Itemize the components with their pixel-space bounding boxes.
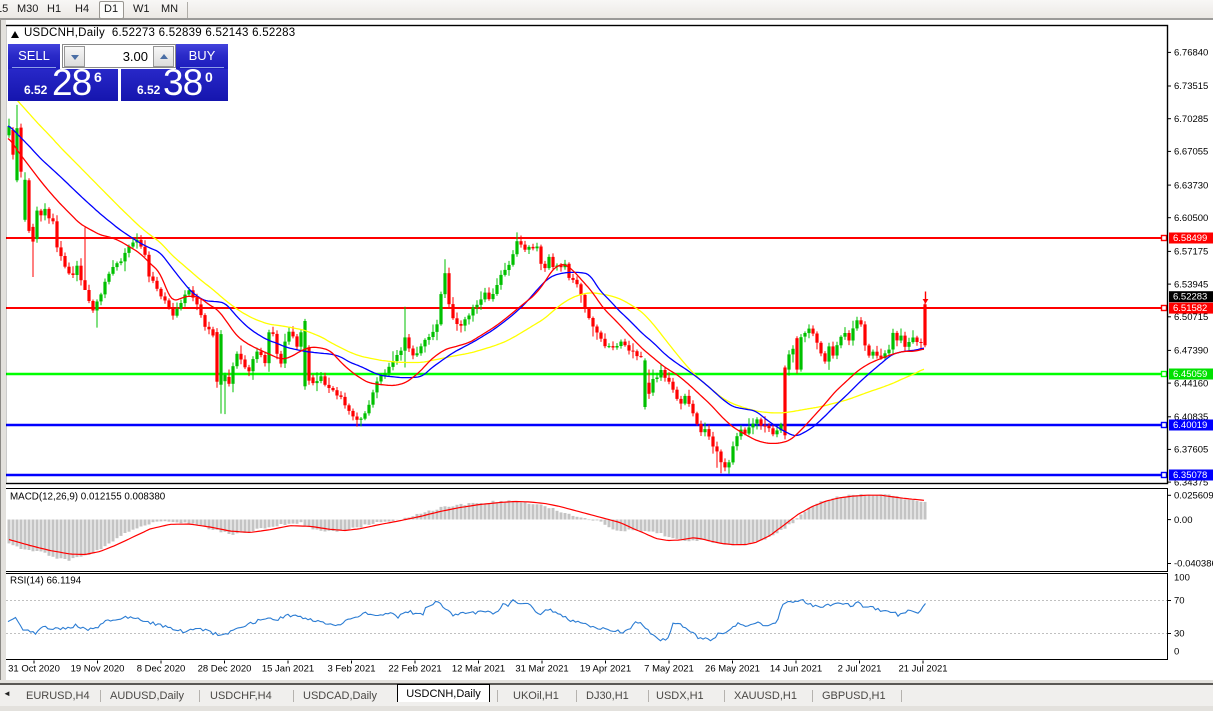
svg-text:6.44160: 6.44160 (1174, 378, 1208, 389)
svg-text:MACD(12,26,9) 0.012155 0.00838: MACD(12,26,9) 0.012155 0.008380 (10, 492, 166, 503)
svg-text:0.00: 0.00 (1174, 515, 1193, 526)
svg-text:14 Jun 2021: 14 Jun 2021 (770, 664, 822, 675)
svg-text:6.70285: 6.70285 (1174, 114, 1208, 125)
svg-text:0.025609: 0.025609 (1174, 491, 1213, 502)
svg-text:6.73515: 6.73515 (1174, 81, 1208, 92)
svg-text:2 Jul 2021: 2 Jul 2021 (838, 664, 882, 675)
svg-text:6.57175: 6.57175 (1174, 247, 1208, 258)
svg-text:12 Mar 2021: 12 Mar 2021 (452, 664, 505, 675)
svg-text:31 Oct 2020: 31 Oct 2020 (8, 664, 60, 675)
svg-text:70: 70 (1174, 596, 1185, 607)
svg-text:6.60500: 6.60500 (1174, 213, 1208, 224)
svg-text:8 Dec 2020: 8 Dec 2020 (137, 664, 186, 675)
svg-text:28 Dec 2020: 28 Dec 2020 (198, 664, 252, 675)
svg-text:6.53945: 6.53945 (1174, 279, 1208, 290)
svg-text:21 Jul 2021: 21 Jul 2021 (898, 664, 947, 675)
svg-text:100: 100 (1174, 573, 1190, 584)
svg-text:31 Mar 2021: 31 Mar 2021 (515, 664, 568, 675)
svg-text:6.52283: 6.52283 (1173, 292, 1207, 303)
svg-text:6.51582: 6.51582 (1173, 303, 1207, 314)
svg-text:6.37605: 6.37605 (1174, 445, 1208, 456)
svg-text:6.40019: 6.40019 (1173, 420, 1207, 431)
svg-text:6.67055: 6.67055 (1174, 147, 1208, 158)
svg-text:26 May 2021: 26 May 2021 (705, 664, 760, 675)
svg-text:6.63730: 6.63730 (1174, 180, 1208, 191)
svg-text:30: 30 (1174, 629, 1185, 640)
svg-text:15 Jan 2021: 15 Jan 2021 (262, 664, 314, 675)
svg-text:-0.040386: -0.040386 (1174, 559, 1213, 570)
svg-text:6.45059: 6.45059 (1173, 369, 1207, 380)
svg-text:6.47390: 6.47390 (1174, 346, 1208, 357)
svg-text:6.35078: 6.35078 (1173, 470, 1207, 481)
svg-text:6.58499: 6.58499 (1173, 233, 1207, 244)
svg-text:0: 0 (1174, 647, 1179, 658)
svg-text:7 May 2021: 7 May 2021 (644, 664, 694, 675)
svg-text:19 Nov 2020: 19 Nov 2020 (71, 664, 125, 675)
svg-text:3 Feb 2021: 3 Feb 2021 (327, 664, 375, 675)
svg-text:6.50715: 6.50715 (1174, 312, 1208, 323)
svg-text:6.34375: 6.34375 (1174, 477, 1208, 488)
svg-text:6.40835: 6.40835 (1174, 412, 1208, 423)
svg-text:6.76840: 6.76840 (1174, 48, 1208, 59)
svg-text:19 Apr 2021: 19 Apr 2021 (580, 664, 631, 675)
svg-text:22 Feb 2021: 22 Feb 2021 (388, 664, 441, 675)
svg-text:RSI(14) 66.1194: RSI(14) 66.1194 (10, 576, 82, 587)
